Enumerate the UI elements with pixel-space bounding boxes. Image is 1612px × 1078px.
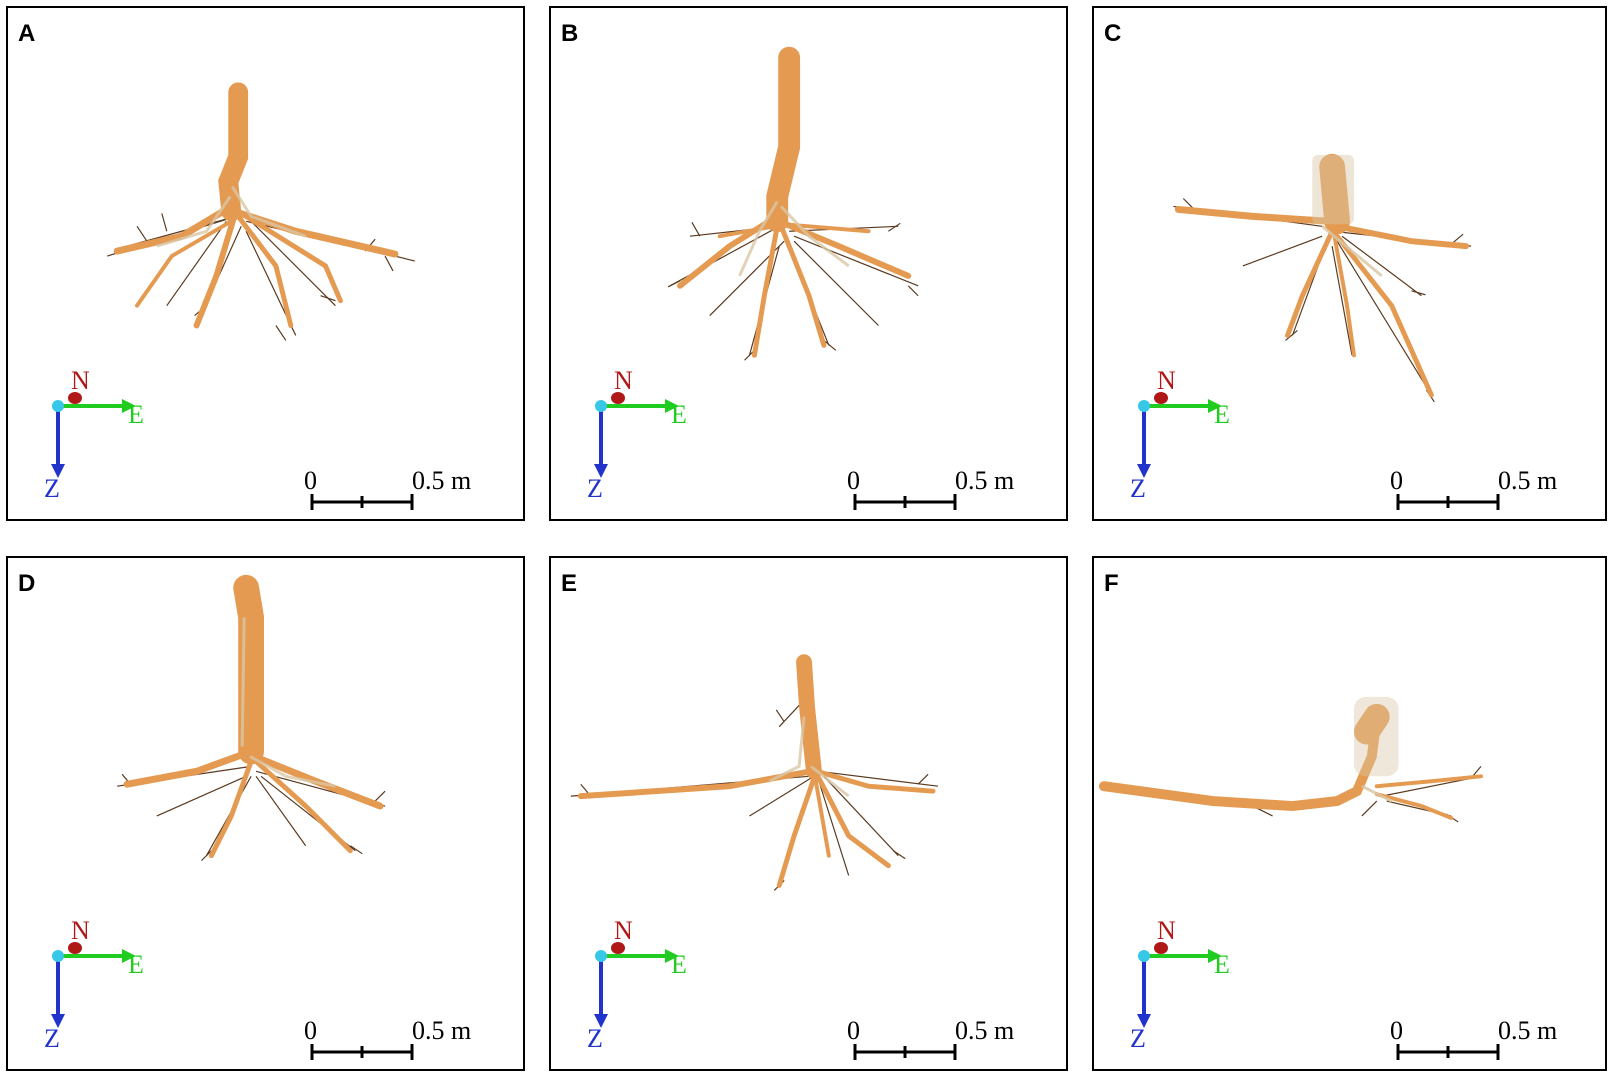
panel-e: E N E Z 0 0.5 — [549, 556, 1068, 1071]
orientation-compass: N E Z — [581, 368, 701, 508]
compass-arrows — [51, 942, 136, 1028]
scale-end-label: 0.5 m — [955, 1016, 1015, 1045]
orientation-compass: N E Z — [581, 918, 701, 1058]
panel-letter: C — [1104, 20, 1122, 47]
north-label: N — [71, 916, 90, 945]
east-label: E — [1214, 400, 1230, 429]
scale-start-label: 0 — [847, 466, 860, 495]
scale-start-label: 0 — [847, 1016, 860, 1045]
depth-label: Z — [587, 474, 603, 503]
panel-letter: B — [561, 20, 579, 47]
root-system-model — [667, 46, 919, 361]
panel-b: B N E Z 0 — [549, 6, 1068, 521]
orientation-compass: N E Z — [38, 368, 158, 508]
north-label: N — [1157, 366, 1176, 395]
compass-arrows — [594, 942, 679, 1028]
root-system-model — [107, 82, 415, 341]
scale-bar-line — [310, 1044, 414, 1060]
scale-bar: 0 0.5 m — [1390, 1016, 1594, 1068]
scale-end-label: 0.5 m — [1498, 466, 1558, 495]
east-label: E — [671, 950, 687, 979]
scale-bar: 0 0.5 m — [304, 1016, 508, 1068]
orientation-compass: N E Z — [1124, 918, 1244, 1058]
scale-start-label: 0 — [304, 1016, 317, 1045]
east-label: E — [1214, 950, 1230, 979]
root-system-model — [570, 654, 939, 891]
panel-f: F N E Z 0 0.5 m — [1092, 556, 1607, 1071]
panel-letter: D — [18, 570, 36, 597]
root-system-model — [117, 574, 386, 862]
panel-d: D N E Z 0 0.5 m — [6, 556, 525, 1071]
scale-end-label: 0.5 m — [412, 1016, 472, 1045]
panel-letter: F — [1104, 570, 1119, 597]
depth-label: Z — [44, 474, 60, 503]
scale-end-label: 0.5 m — [412, 466, 472, 495]
scale-end-label: 0.5 m — [955, 466, 1015, 495]
scale-start-label: 0 — [304, 466, 317, 495]
scale-start-label: 0 — [1390, 466, 1403, 495]
depth-label: Z — [44, 1024, 60, 1053]
panel-letter: A — [18, 20, 36, 47]
root-system-model — [1173, 153, 1472, 403]
orientation-compass: N E Z — [38, 918, 158, 1058]
east-label: E — [671, 400, 687, 429]
north-label: N — [614, 916, 633, 945]
scale-bar: 0 0.5 m — [847, 1016, 1051, 1068]
compass-arrows — [51, 392, 136, 478]
compass-arrows — [1137, 392, 1222, 478]
scale-bar-line — [1396, 1044, 1500, 1060]
scale-bar-line — [853, 1044, 957, 1060]
root-system-model — [1098, 696, 1483, 823]
scale-bar-line — [310, 494, 414, 510]
compass-arrows — [1137, 942, 1222, 1028]
panel-a: A N E Z 0 — [6, 6, 525, 521]
panel-letter: E — [561, 570, 578, 597]
north-label: N — [1157, 916, 1176, 945]
depth-label: Z — [587, 1024, 603, 1053]
north-label: N — [71, 366, 90, 395]
east-label: E — [128, 400, 144, 429]
scale-bar-line — [1396, 494, 1500, 510]
orientation-compass: N E Z — [1124, 368, 1244, 508]
scale-end-label: 0.5 m — [1498, 1016, 1558, 1045]
depth-label: Z — [1130, 1024, 1146, 1053]
panel-c: C N E Z 0 0.5 — [1092, 6, 1607, 521]
scale-bar: 0 0.5 m — [847, 466, 1051, 518]
north-label: N — [614, 366, 633, 395]
east-label: E — [128, 950, 144, 979]
scale-bar: 0 0.5 m — [1390, 466, 1594, 518]
compass-arrows — [594, 392, 679, 478]
scale-bar-line — [853, 494, 957, 510]
scale-bar: 0 0.5 m — [304, 466, 508, 518]
scale-start-label: 0 — [1390, 1016, 1403, 1045]
depth-label: Z — [1130, 474, 1146, 503]
